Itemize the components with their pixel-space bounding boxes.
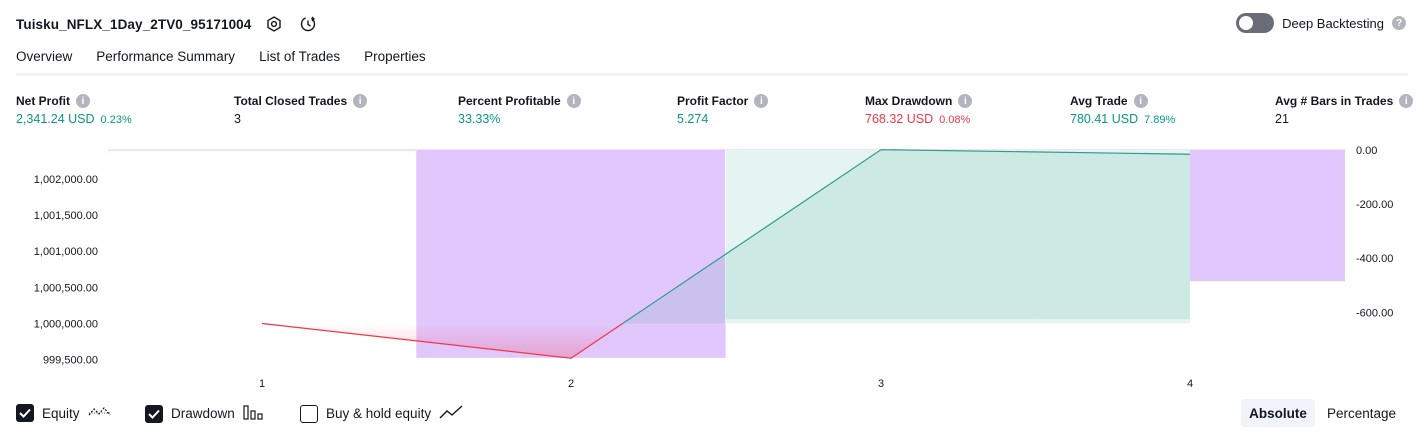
metric-value: 5.274 [677,112,709,126]
help-icon[interactable]: ? [1392,16,1406,30]
info-icon[interactable]: i [1133,94,1148,108]
metric-percent-profitable: Percent Profitable i 33.33% [458,94,581,126]
settings-icon[interactable] [263,13,285,35]
metric-label: Avg # Bars in Trades [1275,94,1394,108]
drawdown-checkbox[interactable] [145,404,163,423]
buy-hold-bar [1035,150,1190,320]
tab-bar: Overview Performance Summary List of Tra… [16,46,450,76]
info-icon[interactable]: i [958,94,973,108]
x-axis-tick: 2 [568,378,574,390]
drawdown-axis-tick: -200.00 [1356,199,1393,211]
equity-icon [88,405,112,422]
metric-percent: 7.89% [1144,114,1176,126]
buy-hold-bar [726,150,1036,320]
tab-properties[interactable]: Properties [364,49,426,64]
equity-line-loss [261,322,623,359]
equity-checkbox[interactable] [16,404,34,422]
x-axis-tick: 1 [259,378,265,390]
strategy-title: Tuisku_NFLX_1Day_2TV0_95171004 [16,16,252,32]
metric-percent: 0.23% [100,114,132,126]
metric-label: Max Drawdown [865,94,953,108]
metric-value: 21 [1275,112,1289,126]
info-icon[interactable]: i [754,94,769,108]
drawdown-bars-icon [243,404,265,423]
source-code-icon[interactable] [297,13,319,35]
equity-axis-tick: 999,500.00 [43,355,98,367]
equity-line-gain [622,149,1191,324]
metric-avg-bars-in-trades: Avg # Bars in Trades i 21 [1275,94,1414,126]
equity-label: Equity [42,405,80,421]
deep-backtesting-toggle[interactable] [1236,13,1275,33]
percentage-button[interactable]: Percentage [1326,405,1396,421]
equity-axis-tick: 1,002,000.00 [34,174,98,186]
equity-axis-tick: 1,001,000.00 [34,246,98,258]
deep-backtesting-control: Deep Backtesting ? [1236,13,1406,33]
metric-value: 2,341.24 USD [16,112,95,126]
metric-max-drawdown: Max Drawdown i 768.32 USD 0.08% [865,94,973,126]
metric-value: 768.32 USD [865,112,934,126]
absolute-button[interactable]: Absolute [1241,399,1315,427]
metric-percent: 0.08% [939,114,971,126]
deep-backtesting-label: Deep Backtesting [1282,15,1384,31]
drawdown-bar [416,150,726,358]
equity-gain-area [622,149,1190,324]
buy-hold-label: Buy & hold equity [326,406,432,421]
metric-value: 33.33% [458,112,501,126]
buy-hold-checkbox[interactable] [300,404,318,423]
tab-performance-summary[interactable]: Performance Summary [96,49,236,64]
tab-overview[interactable]: Overview [16,46,73,76]
info-icon[interactable]: i [1399,94,1414,108]
strategy-header: Tuisku_NFLX_1Day_2TV0_95171004 [16,12,319,36]
equity-axis-tick: 1,000,500.00 [34,282,98,294]
metric-avg-trade: Avg Trade i 780.41 USD 7.89% [1070,94,1175,126]
drawdown-axis-tick: -400.00 [1356,253,1393,265]
buy-hold-line-icon [439,404,463,423]
metric-value: 780.41 USD [1070,112,1139,126]
buy-hold-toggle[interactable]: Buy & hold equity [300,404,463,423]
metric-value: 3 [234,112,241,126]
drawdown-toggle[interactable]: Drawdown [145,404,265,423]
equity-axis-tick: 1,000,000.00 [34,319,98,331]
info-icon[interactable]: i [76,94,90,108]
metric-label: Percent Profitable [458,94,561,108]
drawdown-axis-tick: 0.00 [1356,145,1377,157]
drawdown-label: Drawdown [171,406,235,421]
tab-list-of-trades[interactable]: List of Trades [259,49,341,64]
metric-label: Profit Factor [677,94,749,108]
metric-label: Net Profit [16,94,70,108]
scale-mode-switch: Absolute Percentage [1241,399,1404,427]
equity-axis-tick: 1,001,500.00 [34,210,98,222]
drawdown-axis-tick: -600.00 [1356,307,1393,319]
x-axis-tick: 3 [878,378,884,390]
equity-toggle[interactable]: Equity [16,404,112,422]
metric-total-closed-trades: Total Closed Trades i 3 [234,94,368,126]
tabs-divider [16,73,1408,76]
metric-label: Avg Trade [1070,94,1128,108]
equity-loss-area [262,323,623,359]
metric-profit-factor: Profit Factor i 5.274 [677,94,769,126]
info-icon[interactable]: i [353,94,368,108]
info-icon[interactable]: i [566,94,581,108]
x-axis-tick: 4 [1187,378,1193,390]
metric-net-profit: Net Profit i 2,341.24 USD 0.23% [16,94,132,126]
metric-label: Total Closed Trades [234,94,348,108]
equity-drawdown-chart[interactable]: 1,002,000.00 1,001,500.00 1,001,000.00 1,00… [0,140,1424,395]
